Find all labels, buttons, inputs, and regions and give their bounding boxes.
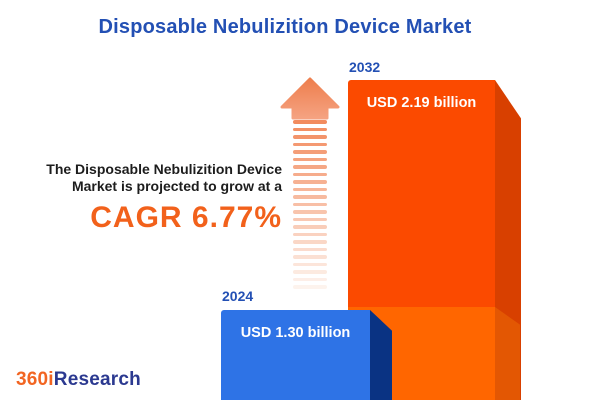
bar-2024-year-label: 2024 <box>222 288 254 304</box>
arrow-dash <box>293 150 327 154</box>
arrow-head-icon <box>280 77 340 120</box>
arrow-dash <box>293 157 327 161</box>
arrow-dashes <box>293 120 327 295</box>
bar-echo-side <box>495 307 520 400</box>
arrow-dash <box>293 180 327 184</box>
market-summary-text: The Disposable Nebulizition Device Marke… <box>46 161 282 235</box>
bar-2032-year-label: 2032 <box>349 59 381 75</box>
logo-suffix: Research <box>53 369 141 390</box>
arrow-dash <box>293 225 327 229</box>
arrow-dash <box>293 135 327 139</box>
logo-prefix: 360i <box>16 369 54 390</box>
arrow-dash <box>293 120 327 124</box>
cagr-value: CAGR 6.77% <box>90 201 282 234</box>
arrow-dash <box>293 127 327 131</box>
arrow-dash <box>293 195 327 199</box>
arrow-dash <box>293 210 327 214</box>
summary-line-1: The Disposable Nebulizition Device <box>46 161 282 177</box>
arrow-dash <box>293 262 327 266</box>
arrow-dash <box>293 165 327 169</box>
bar-2032-value-label: USD 2.19 billion <box>366 95 477 111</box>
arrow-dash <box>293 285 327 289</box>
arrow-dash <box>293 217 327 221</box>
arrow-dash <box>293 187 327 191</box>
summary-line-2: Market is projected to grow at a <box>71 178 282 194</box>
arrow-dash <box>293 270 327 274</box>
arrow-dash <box>293 240 327 244</box>
arrow-dash <box>293 142 327 146</box>
page-title: Disposable Nebulizition Device Market <box>98 16 472 38</box>
brand-logo: 360iResearch <box>16 369 141 391</box>
bar-2024-value-label: USD 1.30 billion <box>240 325 351 341</box>
arrow-dash <box>293 255 327 259</box>
arrow-dash <box>293 202 327 206</box>
arrow-dash <box>293 247 327 251</box>
arrow-dash <box>293 172 327 176</box>
growth-arrow-icon <box>280 77 340 295</box>
bar-2024-side <box>370 310 392 400</box>
arrow-dash <box>293 277 327 281</box>
arrow-dash <box>293 232 327 236</box>
bar-2024 <box>221 310 370 400</box>
